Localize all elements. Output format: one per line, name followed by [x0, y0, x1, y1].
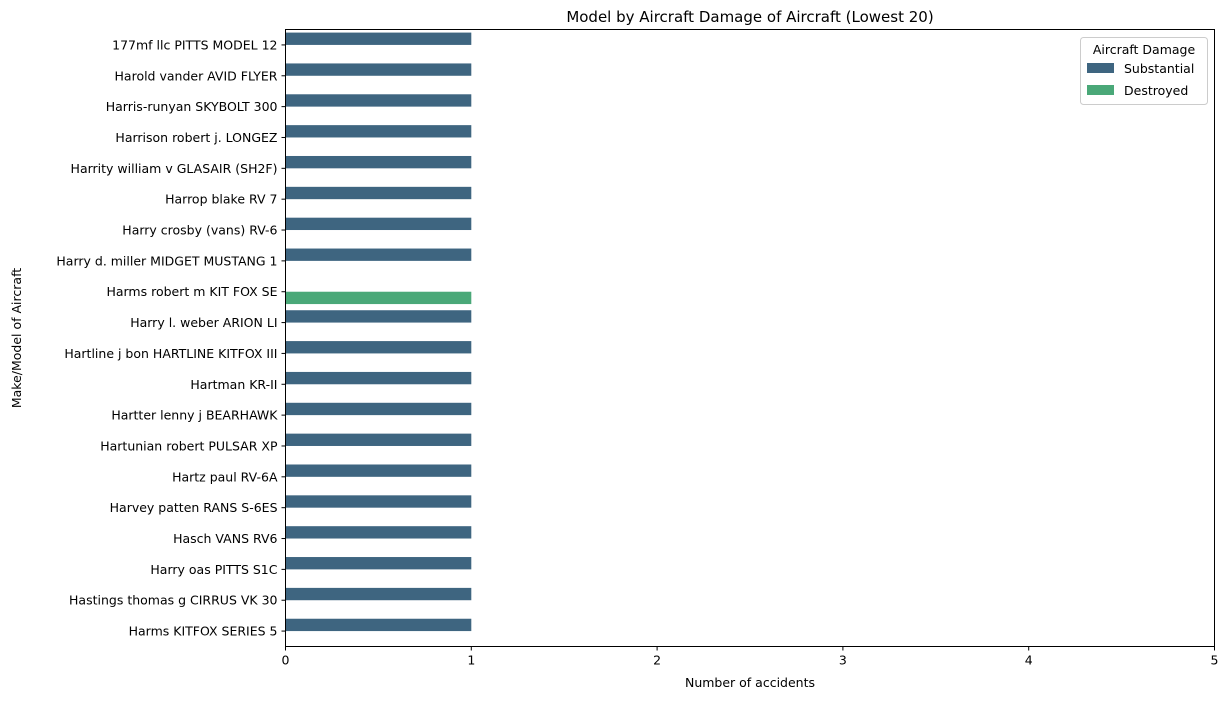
x-axis: 0 1 2 3 4 5: [282, 646, 1219, 668]
legend-swatch-destroyed: [1087, 85, 1114, 95]
bar-substantial-11: [285, 371, 472, 385]
x-tick-label-1: 1: [467, 653, 475, 668]
legend: Aircraft Damage Substantial Destroyed: [1080, 37, 1208, 105]
bar-substantial-9: [285, 310, 472, 323]
legend-swatch-substantial: [1087, 63, 1114, 73]
y-tick-label-11: Hartman KR-II: [190, 377, 277, 392]
bar-substantial-13: [285, 433, 472, 446]
plot-frame: [285, 29, 1215, 647]
y-tick-label-6: Harry crosby (vans) RV-6: [122, 223, 277, 238]
bar-substantial-4: [285, 155, 472, 169]
y-axis-label: Make/Model of Aircraft: [9, 268, 24, 408]
y-tick-label-15: Harvey patten RANS S-6ES: [110, 500, 278, 515]
y-tick-label-2: Harris-runyan SKYBOLT 300: [106, 99, 278, 114]
y-tick-label-18: Hastings thomas g CIRRUS VK 30: [69, 593, 278, 608]
x-axis-label: Number of accidents: [685, 675, 815, 690]
y-tick-label-19: Harms KITFOX SERIES 5: [129, 624, 278, 639]
y-tick-label-9: Harry l. weber ARION LI: [130, 315, 277, 330]
legend-label-destroyed: Destroyed: [1124, 83, 1188, 98]
y-tick-label-10: Hartline j bon HARTLINE KITFOX III: [64, 346, 277, 361]
y-axis: 177mf llc PITTS MODEL 12 Harold vander AV…: [56, 37, 286, 639]
bar-substantial-6: [285, 217, 472, 231]
y-tick-label-5: Harrop blake RV 7: [165, 192, 277, 207]
y-tick-label-14: Hartz paul RV-6A: [172, 469, 278, 484]
chart-title: Model by Aircraft Damage of Aircraft (Lo…: [566, 8, 933, 26]
bar-substantial-15: [285, 495, 472, 508]
x-tick-label-2: 2: [653, 653, 661, 668]
y-tick-label-1: Harold vander AVID FLYER: [115, 68, 278, 83]
bar-substantial-10: [285, 341, 472, 354]
bar-substantial-14: [285, 464, 472, 477]
plot-marks: [285, 32, 472, 632]
bar-substantial-17: [285, 557, 472, 570]
bar-substantial-2: [285, 94, 472, 107]
bar-substantial-19: [285, 618, 472, 632]
bar-substantial-12: [285, 402, 472, 416]
x-tick-label-0: 0: [282, 653, 290, 668]
y-tick-label-8: Harms robert m KIT FOX SE: [106, 284, 277, 299]
bar-substantial-5: [285, 186, 472, 200]
y-tick-label-16: Hasch VANS RV6: [173, 531, 277, 546]
x-tick-label-5: 5: [1211, 653, 1219, 668]
y-tick-label-4: Harrity william v GLASAIR (SH2F): [71, 161, 278, 176]
x-tick-label-4: 4: [1025, 653, 1033, 668]
bar-substantial-16: [285, 526, 472, 539]
y-tick-label-3: Harrison robert j. LONGEZ: [115, 130, 277, 145]
y-tick-label-7: Harry d. miller MIDGET MUSTANG 1: [56, 253, 277, 268]
bar-substantial-3: [285, 125, 472, 138]
y-tick-label-17: Harry oas PITTS S1C: [150, 562, 277, 577]
legend-title: Aircraft Damage: [1093, 42, 1196, 57]
y-tick-label-13: Hartunian robert PULSAR XP: [100, 438, 278, 453]
x-tick-label-3: 3: [839, 653, 847, 668]
bar-substantial-0: [285, 32, 472, 45]
bar-substantial-7: [285, 248, 472, 261]
legend-label-substantial: Substantial: [1124, 61, 1194, 76]
bar-substantial-18: [285, 587, 472, 601]
bar-destroyed-8: [285, 291, 472, 305]
y-tick-label-12: Hartter lenny j BEARHAWK: [111, 408, 278, 423]
bar-substantial-1: [285, 63, 472, 76]
y-tick-label-0: 177mf llc PITTS MODEL 12: [112, 37, 277, 52]
